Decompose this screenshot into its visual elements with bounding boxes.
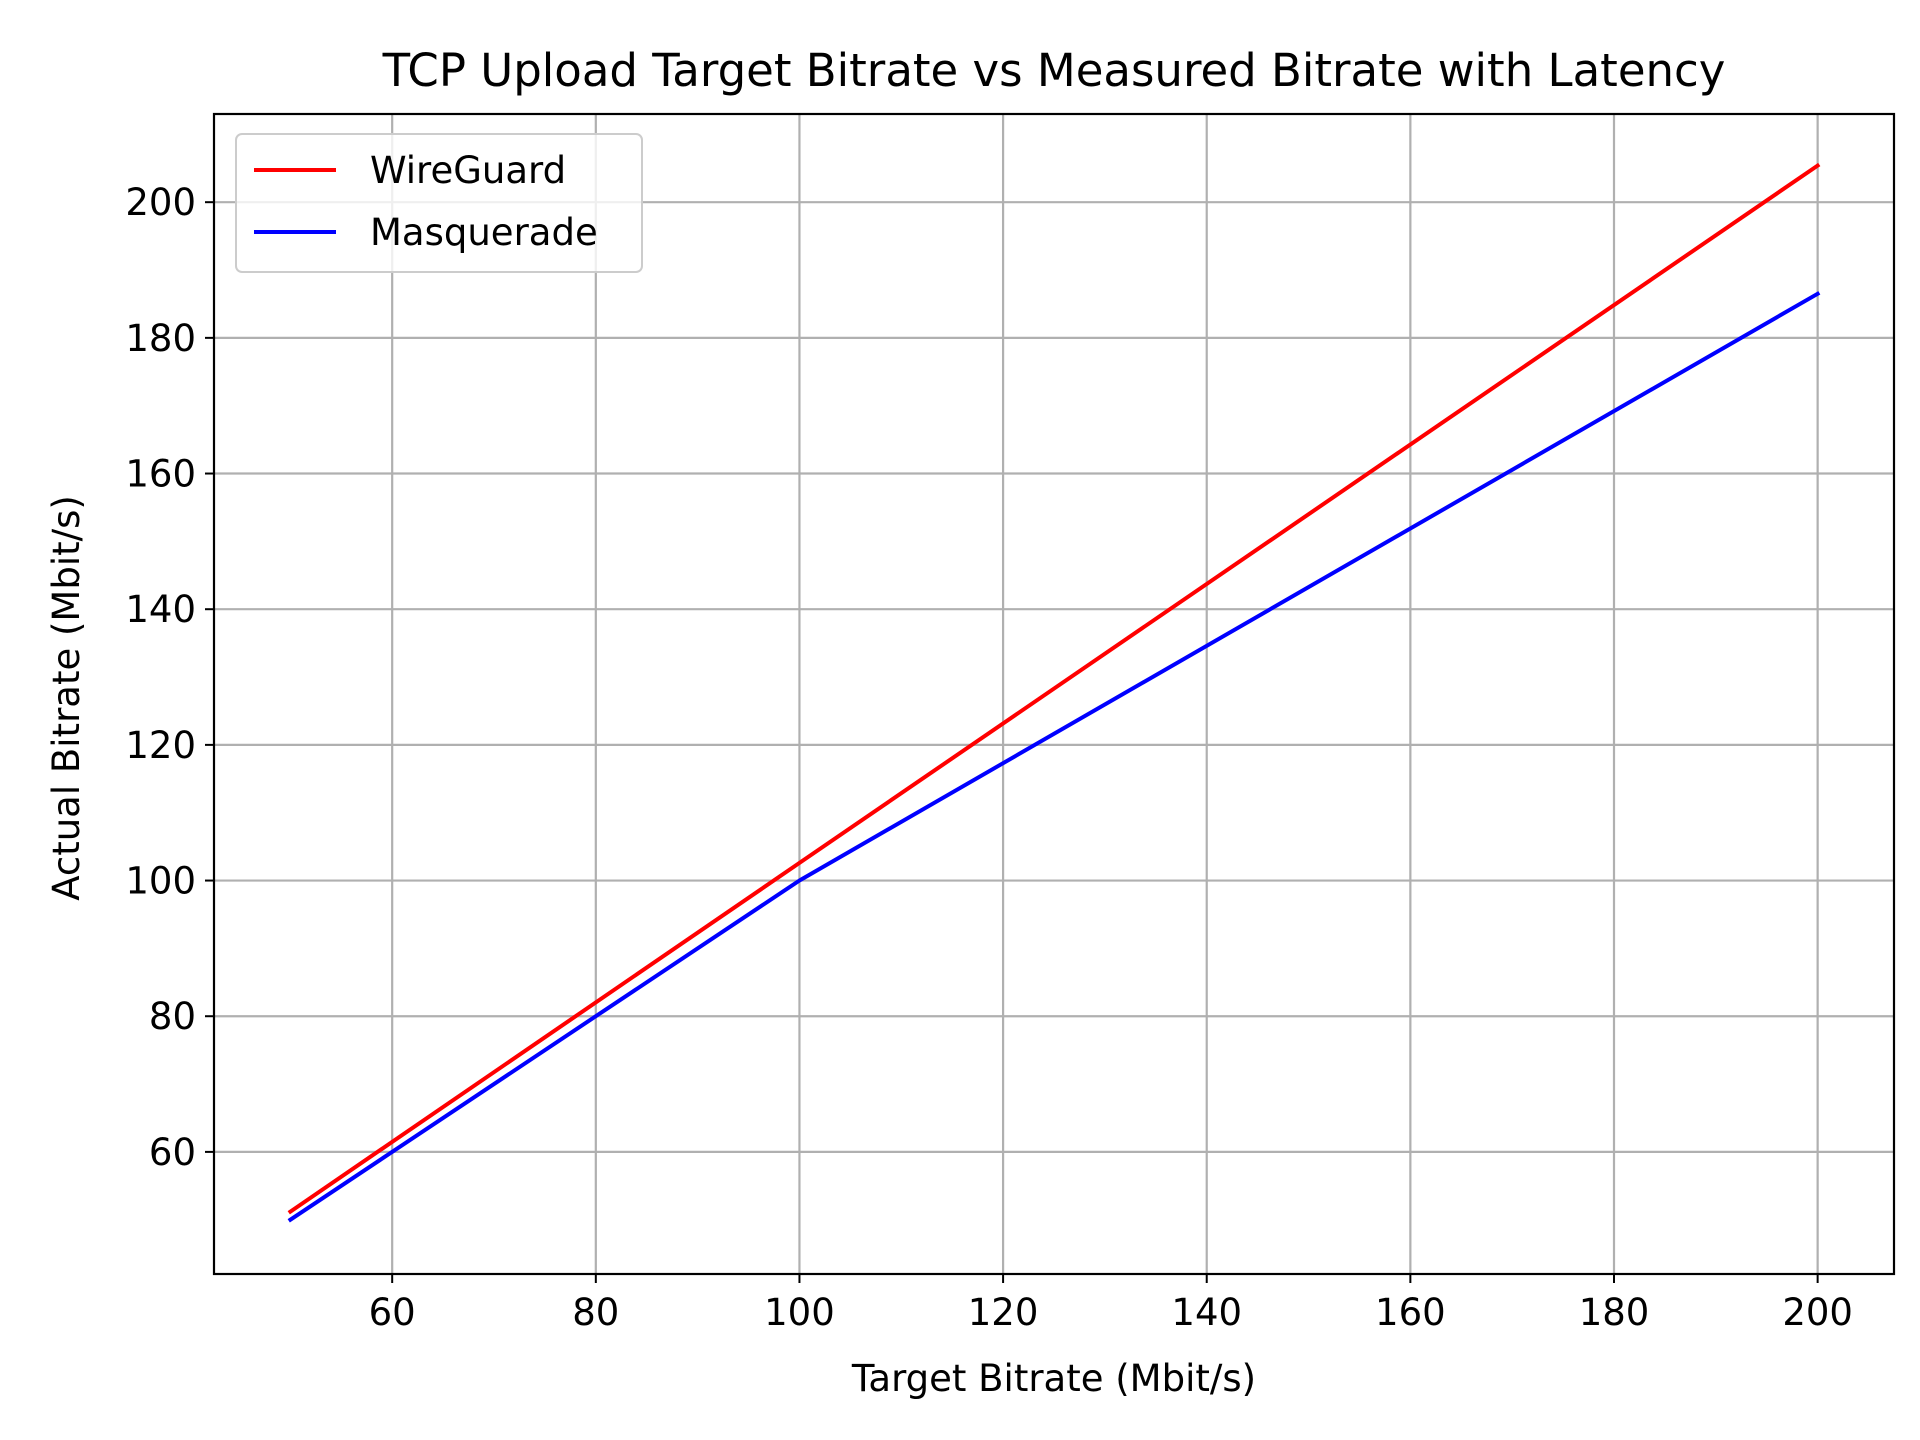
axes-frame xyxy=(212,112,1896,1276)
legend-label: Masquerade xyxy=(370,211,598,254)
y-axis-label: Actual Bitrate (Mbit/s) xyxy=(45,495,88,901)
y-axis: 60 80 100 120 140 160 180 200 xyxy=(125,181,214,1174)
chart-title: TCP Upload Target Bitrate vs Measured Bi… xyxy=(382,44,1726,97)
series-line-wireguard xyxy=(287,162,1821,1215)
x-tick-label: 160 xyxy=(1375,1291,1446,1334)
y-tick-label: 100 xyxy=(125,860,196,903)
y-tick-label: 120 xyxy=(125,724,196,767)
legend-box xyxy=(235,133,643,273)
y-tick-label: 60 xyxy=(149,1131,196,1174)
x-tick-label: 180 xyxy=(1579,1291,1650,1334)
y-tick-label: 160 xyxy=(125,453,196,496)
x-axis: 60 80 100 120 140 160 180 200 xyxy=(369,1274,1853,1334)
plot-area xyxy=(287,162,1821,1223)
x-tick-label: 60 xyxy=(369,1291,416,1334)
y-tick-label: 200 xyxy=(125,181,196,224)
legend-label: WireGuard xyxy=(370,149,566,192)
x-axis-label: Target Bitrate (Mbit/s) xyxy=(851,1357,1256,1400)
y-tick-label: 180 xyxy=(125,317,196,360)
y-tick-label: 80 xyxy=(149,995,196,1038)
x-tick-label: 100 xyxy=(764,1291,835,1334)
x-tick-label: 80 xyxy=(572,1291,619,1334)
series-line-masquerade xyxy=(287,291,1821,1223)
x-tick-label: 200 xyxy=(1782,1291,1853,1334)
y-tick-label: 140 xyxy=(125,588,196,631)
x-tick-label: 120 xyxy=(968,1291,1039,1334)
x-tick-label: 140 xyxy=(1171,1291,1242,1334)
grid xyxy=(214,114,1894,1274)
legend: WireGuard Masquerade xyxy=(235,133,643,273)
